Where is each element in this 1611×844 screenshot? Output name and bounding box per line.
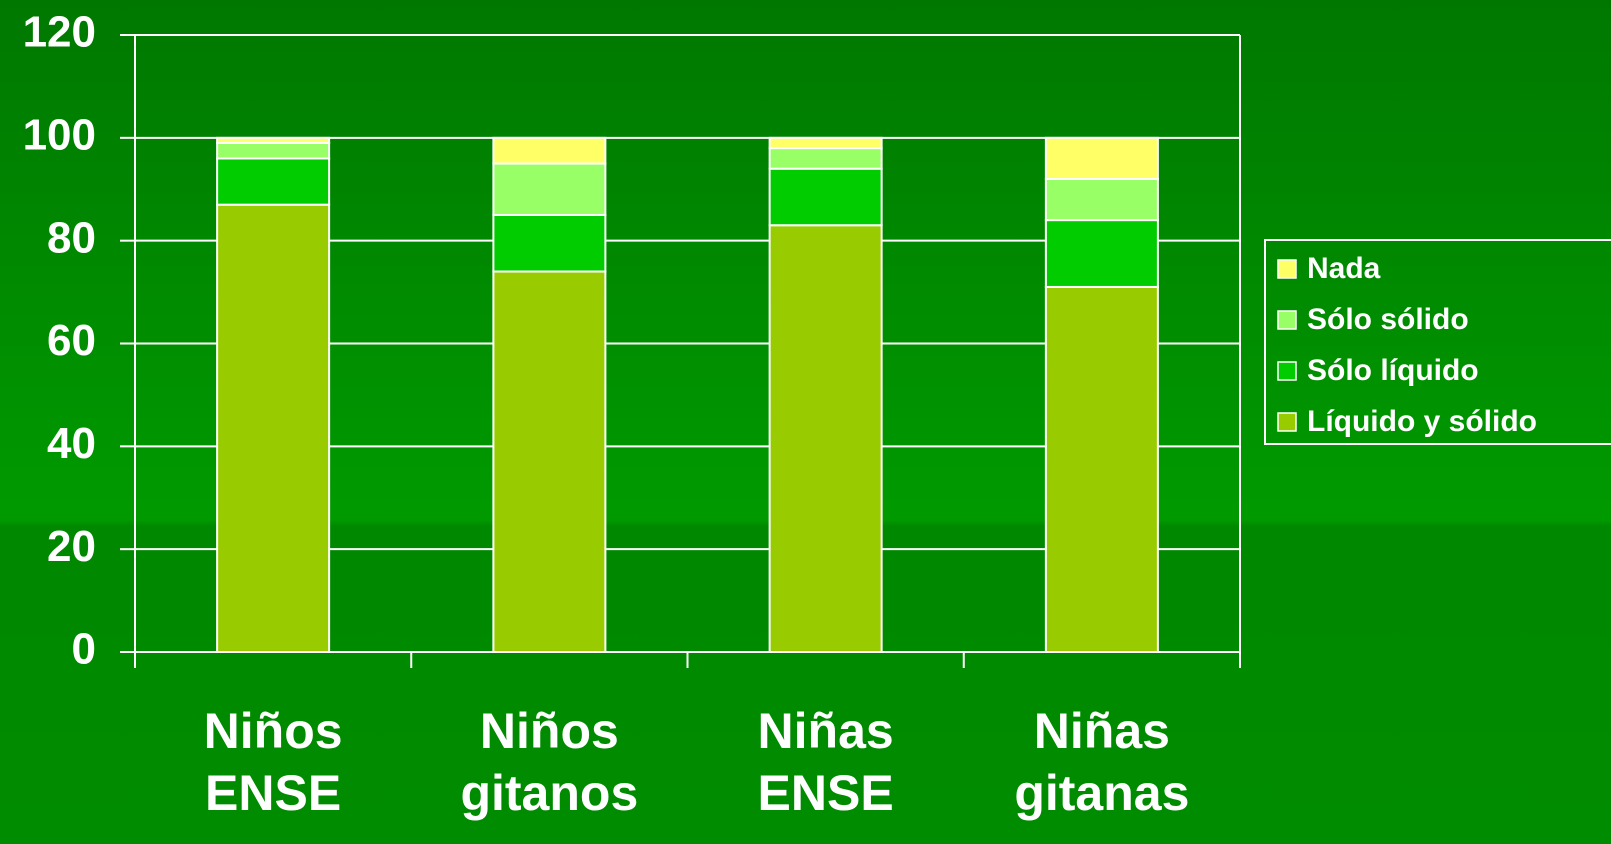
legend-label: Líquido y sólido (1307, 405, 1537, 438)
y-tick-label: 100 (23, 110, 96, 159)
y-tick-label: 120 (23, 8, 96, 57)
bar-segment (1044, 285, 1159, 653)
y-tick-label: 40 (47, 419, 96, 468)
legend-swatch (1277, 259, 1297, 279)
legend-label: Sólo líquido (1307, 354, 1479, 387)
legend-swatch (1277, 310, 1297, 330)
y-tick-label: 80 (47, 213, 96, 262)
bar-segment (492, 213, 607, 273)
x-tick-label: Niños ENSE (203, 703, 343, 821)
y-tick-label: 60 (47, 316, 96, 365)
bar-segment (768, 167, 883, 227)
legend-label: Sólo sólido (1307, 303, 1469, 336)
bar-segment (216, 203, 331, 654)
bar-segment (216, 136, 331, 144)
bar-segment (492, 270, 607, 653)
bar-segment (768, 147, 883, 170)
bar-segment (1044, 177, 1159, 222)
y-tick-label: 20 (47, 522, 96, 571)
bar-segment (1044, 219, 1159, 288)
x-tick-label: Niñas gitanas (1014, 703, 1190, 821)
bar-segment (216, 157, 331, 206)
bar-segment (768, 224, 883, 653)
bar-segment (768, 136, 883, 150)
x-tick-label: Niñas ENSE (757, 703, 894, 821)
bar-segment (216, 141, 331, 160)
legend-box (1264, 239, 1611, 445)
legend-swatch (1277, 361, 1297, 381)
legend-label: Nada (1307, 252, 1381, 285)
bar-segment (492, 162, 607, 216)
legend-swatch (1277, 412, 1297, 432)
bar-segment (1044, 136, 1159, 180)
bar-segment (492, 136, 607, 165)
x-tick-label: Niños gitanos (460, 703, 639, 821)
y-tick-label: 0 (72, 625, 96, 674)
